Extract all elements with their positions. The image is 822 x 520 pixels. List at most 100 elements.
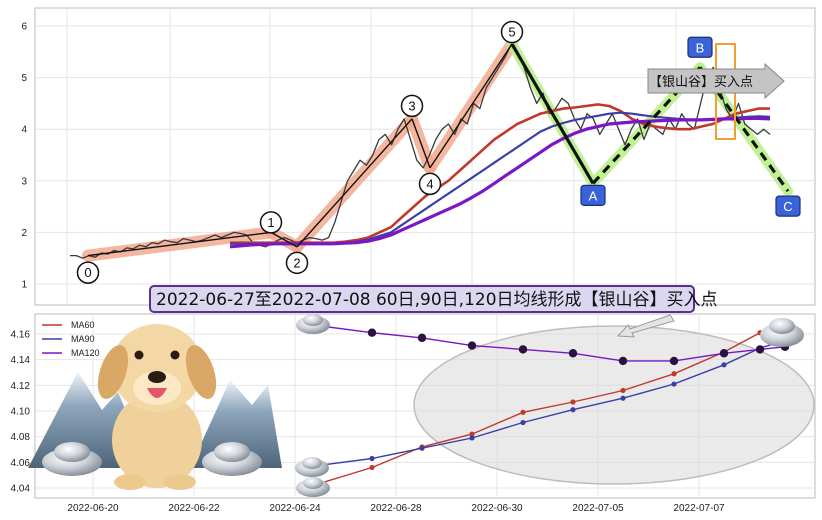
- x-tick-label: 2022-07-05: [572, 503, 624, 514]
- wave-marker: 1: [259, 211, 283, 234]
- abc-marker: C: [775, 195, 801, 217]
- bottom-point-ma60: [369, 464, 375, 471]
- wave-marker-label: 5: [508, 25, 515, 40]
- wave-marker-label: 3: [408, 98, 415, 113]
- bottom-point-ma90: [369, 455, 375, 462]
- wave-marker-circle: [418, 172, 442, 196]
- bottom-point-ma60: [620, 387, 626, 394]
- top-series: [70, 43, 771, 259]
- bottom-point-ma90: [520, 419, 526, 426]
- wave-marker-label: 2: [293, 255, 300, 270]
- silver-ingot-icon: [296, 477, 330, 497]
- y-tick-label: 1: [21, 280, 27, 291]
- bottom-point-ma90: [469, 435, 475, 441]
- x-tick-label: 2022-06-28: [370, 503, 422, 514]
- legend-ma120: MA120: [71, 348, 100, 358]
- abc-marker: B: [687, 36, 713, 58]
- bottom-point-ma120: [719, 349, 729, 358]
- abc-line-segment: [591, 66, 702, 185]
- bottom-point-ma90: [671, 381, 677, 387]
- series-line-ma120: [229, 116, 771, 249]
- bottom-point-ma120: [669, 356, 679, 366]
- x-tick-label: 2022-06-20: [67, 503, 119, 514]
- y-tick-label: 4: [21, 125, 27, 136]
- bottom-point-ma120: [467, 341, 477, 350]
- abc-line-segment: [698, 66, 790, 193]
- y-tick-label: 2: [21, 228, 27, 239]
- wave-marker-circle: [285, 251, 309, 275]
- wave-marker-circle: [76, 261, 100, 284]
- wave-marker: 4: [418, 172, 442, 196]
- abc-marker-label: B: [696, 40, 705, 55]
- bottom-point-ma60: [469, 431, 475, 437]
- bottom-point-ma120: [367, 328, 377, 337]
- banner-box: [149, 285, 695, 313]
- silver-ingot-icon: [760, 318, 804, 347]
- abc-marker: A: [580, 184, 606, 206]
- decorative-illustration: [28, 324, 282, 490]
- bottom-point-ma90: [419, 445, 425, 451]
- y-tick-label: 4.12: [11, 381, 31, 392]
- title-banner: 2022-06-27至2022-07-08 60日,90日,120日均线形成【银…: [149, 285, 718, 313]
- x-tick-label: 2022-06-24: [269, 503, 321, 514]
- abc-marker-label: A: [589, 188, 598, 203]
- wave-marker-circle: [500, 20, 524, 44]
- buy-point-callout: 【银山谷】买入点: [647, 62, 785, 100]
- wave-marker-label: 4: [426, 176, 433, 191]
- bottom-point-ma120: [417, 333, 427, 343]
- y-tick-label: 4.08: [11, 432, 31, 443]
- silver-ingot-icon: [295, 457, 329, 477]
- legend-ma60: MA60: [71, 320, 95, 330]
- top-y-axis: 1 2 3 4 5 6: [21, 22, 27, 291]
- wave-line-segment: [87, 231, 272, 257]
- abc-line-segment: [510, 43, 595, 185]
- banner-text: 2022-06-27至2022-07-08 60日,90日,120日均线形成【银…: [156, 290, 718, 310]
- y-tick-label: 4.14: [11, 355, 31, 366]
- y-tick-label: 5: [21, 73, 27, 84]
- bottom-point-ma60: [570, 399, 576, 405]
- x-tick-label: 2022-06-22: [168, 503, 220, 514]
- y-tick-label: 4.04: [11, 484, 31, 495]
- x-tick-label: 2022-07-07: [673, 503, 725, 514]
- legend-ma90: MA90: [71, 334, 95, 344]
- callout-arrow: [647, 62, 785, 100]
- legend: MA60 MA90 MA120: [42, 320, 100, 358]
- silver-ingot-icon: [296, 314, 330, 334]
- wave-line-segment: [411, 118, 431, 169]
- bottom-point-ma90: [620, 395, 626, 401]
- y-tick-label: 4.10: [11, 407, 31, 418]
- abc-marker-box: [775, 195, 801, 217]
- wave-marker: 3: [400, 94, 424, 118]
- pointer-arrow: [616, 314, 675, 338]
- wave-markers: 0 1 2 3 4 5 A B C: [76, 20, 801, 284]
- bottom-point-ma60: [671, 371, 677, 377]
- wave-line-segment: [270, 231, 298, 248]
- wave-line-segment: [296, 118, 413, 248]
- abc-marker-box: [580, 184, 606, 206]
- bottom-point-ma120: [755, 345, 765, 354]
- x-tick-label: 2022-06-30: [471, 503, 523, 514]
- y-tick-label: 6: [21, 22, 27, 33]
- y-tick-label: 3: [21, 176, 27, 187]
- bottom-point-ma120: [568, 349, 578, 358]
- bottom-point-ma120: [618, 356, 628, 366]
- wave-lines: [87, 43, 790, 257]
- wave-marker-circle: [259, 211, 283, 234]
- bottom-point-ma90: [570, 407, 576, 413]
- dog-icon: [97, 324, 217, 490]
- wave-marker-label: 1: [267, 215, 274, 230]
- abc-marker-box: [687, 36, 713, 58]
- wave-marker-circle: [400, 94, 424, 118]
- wave-marker-label: 0: [84, 265, 91, 280]
- y-tick-label: 4.16: [11, 330, 31, 341]
- bottom-point-ma60: [520, 409, 526, 415]
- abc-marker-label: C: [783, 199, 792, 214]
- mountain-icon: [190, 380, 282, 468]
- silver-ingot-icon: [202, 442, 262, 476]
- wave-marker: 5: [500, 20, 524, 44]
- bottom-point-ma120: [518, 345, 528, 354]
- wave-line-segment: [429, 43, 513, 169]
- bottom-y-axis: 4.04 4.06 4.08 4.10 4.12 4.14 4.16: [11, 330, 31, 495]
- highlight-ellipse: [413, 325, 815, 485]
- x-axis: 2022-06-20 2022-06-22 2022-06-24 2022-06-28…: [67, 503, 725, 514]
